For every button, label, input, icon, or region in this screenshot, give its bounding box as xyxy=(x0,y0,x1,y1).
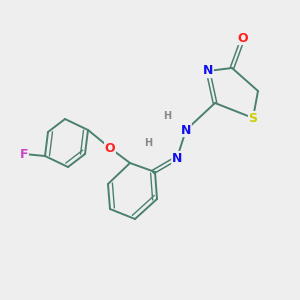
Text: H: H xyxy=(163,111,171,121)
Text: F: F xyxy=(20,148,28,160)
Text: H: H xyxy=(144,138,152,148)
Text: N: N xyxy=(181,124,191,136)
Text: N: N xyxy=(172,152,182,164)
Text: O: O xyxy=(105,142,115,154)
Text: O: O xyxy=(238,32,248,44)
Text: S: S xyxy=(248,112,257,124)
Text: N: N xyxy=(203,64,213,77)
